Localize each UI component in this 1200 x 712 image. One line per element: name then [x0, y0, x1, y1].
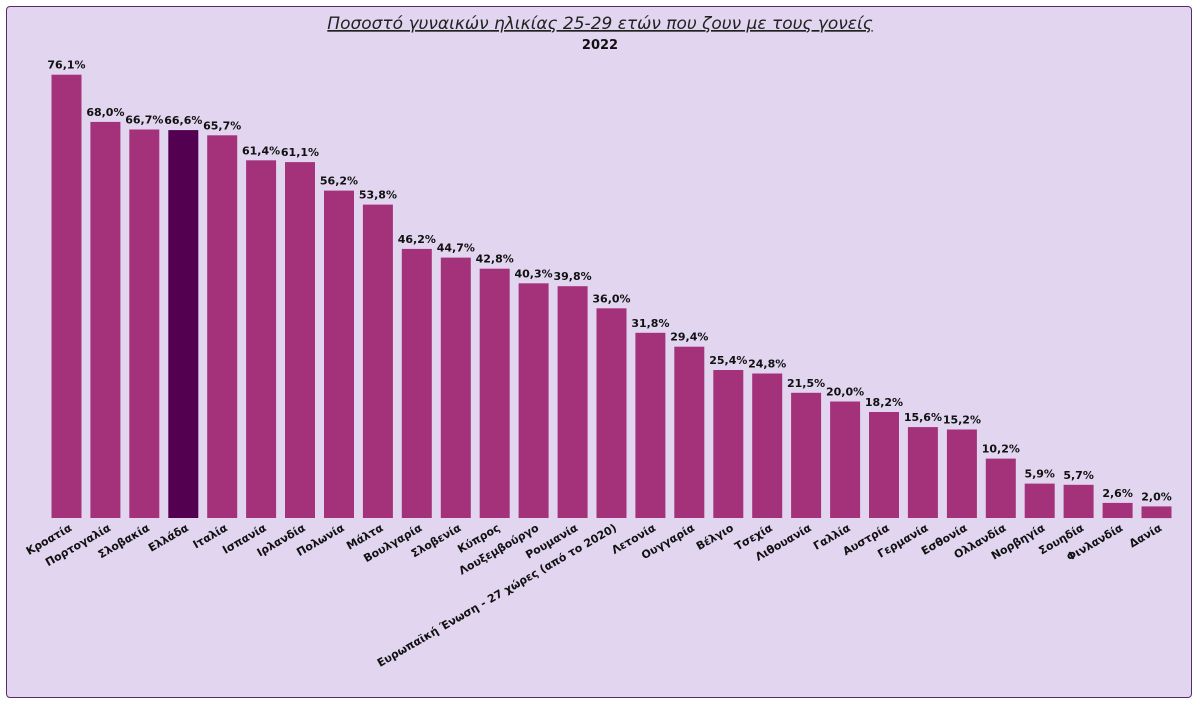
value-label-10: 44,7%: [437, 242, 475, 255]
chart-frame: Ποσοστό γυναικών ηλικίας 25-29 ετών που …: [6, 6, 1192, 698]
bar-3: [168, 130, 199, 518]
value-label-27: 2,6%: [1102, 487, 1133, 500]
category-label-3: Ελλάδα: [146, 521, 191, 555]
bar-7: [324, 190, 354, 518]
value-label-7: 56,2%: [320, 175, 358, 188]
value-label-13: 39,8%: [554, 270, 592, 283]
bar-1: [90, 121, 121, 519]
value-label-21: 18,2%: [865, 396, 903, 409]
value-label-2: 66,7%: [125, 114, 163, 127]
chart-subtitle: 2022: [582, 38, 618, 53]
value-labels-group: 76,1% 68,0%66,7% 66,6% 65,7%61,4% 61,1% 56,2%…: [47, 59, 1171, 504]
value-label-5: 61,4%: [242, 144, 280, 157]
value-label-4: 65,7%: [203, 119, 241, 132]
value-label-15: 31,8%: [631, 317, 669, 330]
bar-21: [869, 412, 899, 518]
bar-4: [207, 135, 238, 519]
value-label-16: 29,4%: [670, 331, 708, 344]
value-label-0: 76,1%: [47, 59, 85, 72]
value-label-3: 66,6%: [164, 114, 202, 127]
bar-17: [713, 370, 744, 518]
bar-25: [1024, 483, 1055, 518]
value-label-28: 2,0%: [1141, 490, 1172, 503]
bar-15: [635, 332, 666, 518]
bar-16: [674, 346, 705, 518]
value-label-22: 15,6%: [904, 411, 942, 424]
value-label-25: 5,9%: [1024, 468, 1055, 481]
bar-18: [752, 373, 783, 518]
bar-13: [557, 286, 588, 518]
bar-12: [518, 283, 549, 518]
bar-28: [1141, 506, 1172, 519]
bar-10: [440, 257, 471, 518]
bars-group: [51, 74, 1172, 519]
bar-6: [285, 162, 315, 518]
bar-14: [596, 308, 627, 518]
value-label-8: 53,8%: [359, 189, 397, 202]
bar-11: [479, 268, 510, 518]
value-label-1: 68,0%: [86, 106, 124, 119]
bar-8: [362, 204, 393, 518]
bar-9: [401, 248, 432, 518]
value-label-26: 5,7%: [1063, 469, 1094, 482]
value-label-17: 25,4%: [709, 354, 747, 367]
bar-22: [907, 427, 938, 518]
bar-2: [129, 129, 160, 518]
category-label-17: Βέλγιο: [694, 521, 736, 553]
bar-20: [830, 401, 861, 518]
bar-5: [246, 160, 277, 519]
value-label-18: 24,8%: [748, 358, 786, 371]
chart-title: Ποσοστό γυναικών ηλικίας 25-29 ετών που …: [327, 14, 872, 34]
bar-chart: Ποσοστό γυναικών ηλικίας 25-29 ετών που …: [24, 14, 1172, 670]
bar-26: [1063, 484, 1094, 518]
bar-27: [1102, 502, 1133, 518]
category-label-28: Δανία: [1127, 521, 1165, 550]
bar-24: [985, 458, 1016, 518]
value-label-12: 40,3%: [515, 267, 553, 280]
value-label-6: 61,1%: [281, 146, 319, 159]
value-label-14: 36,0%: [592, 292, 630, 305]
value-label-23: 15,2%: [943, 414, 981, 427]
bar-19: [791, 392, 822, 518]
value-label-11: 42,8%: [476, 253, 514, 266]
value-label-20: 20,0%: [826, 386, 864, 399]
value-label-9: 46,2%: [398, 233, 436, 246]
bar-23: [946, 429, 977, 518]
bar-0: [51, 74, 82, 518]
value-label-19: 21,5%: [787, 377, 825, 390]
value-label-24: 10,2%: [982, 443, 1020, 456]
